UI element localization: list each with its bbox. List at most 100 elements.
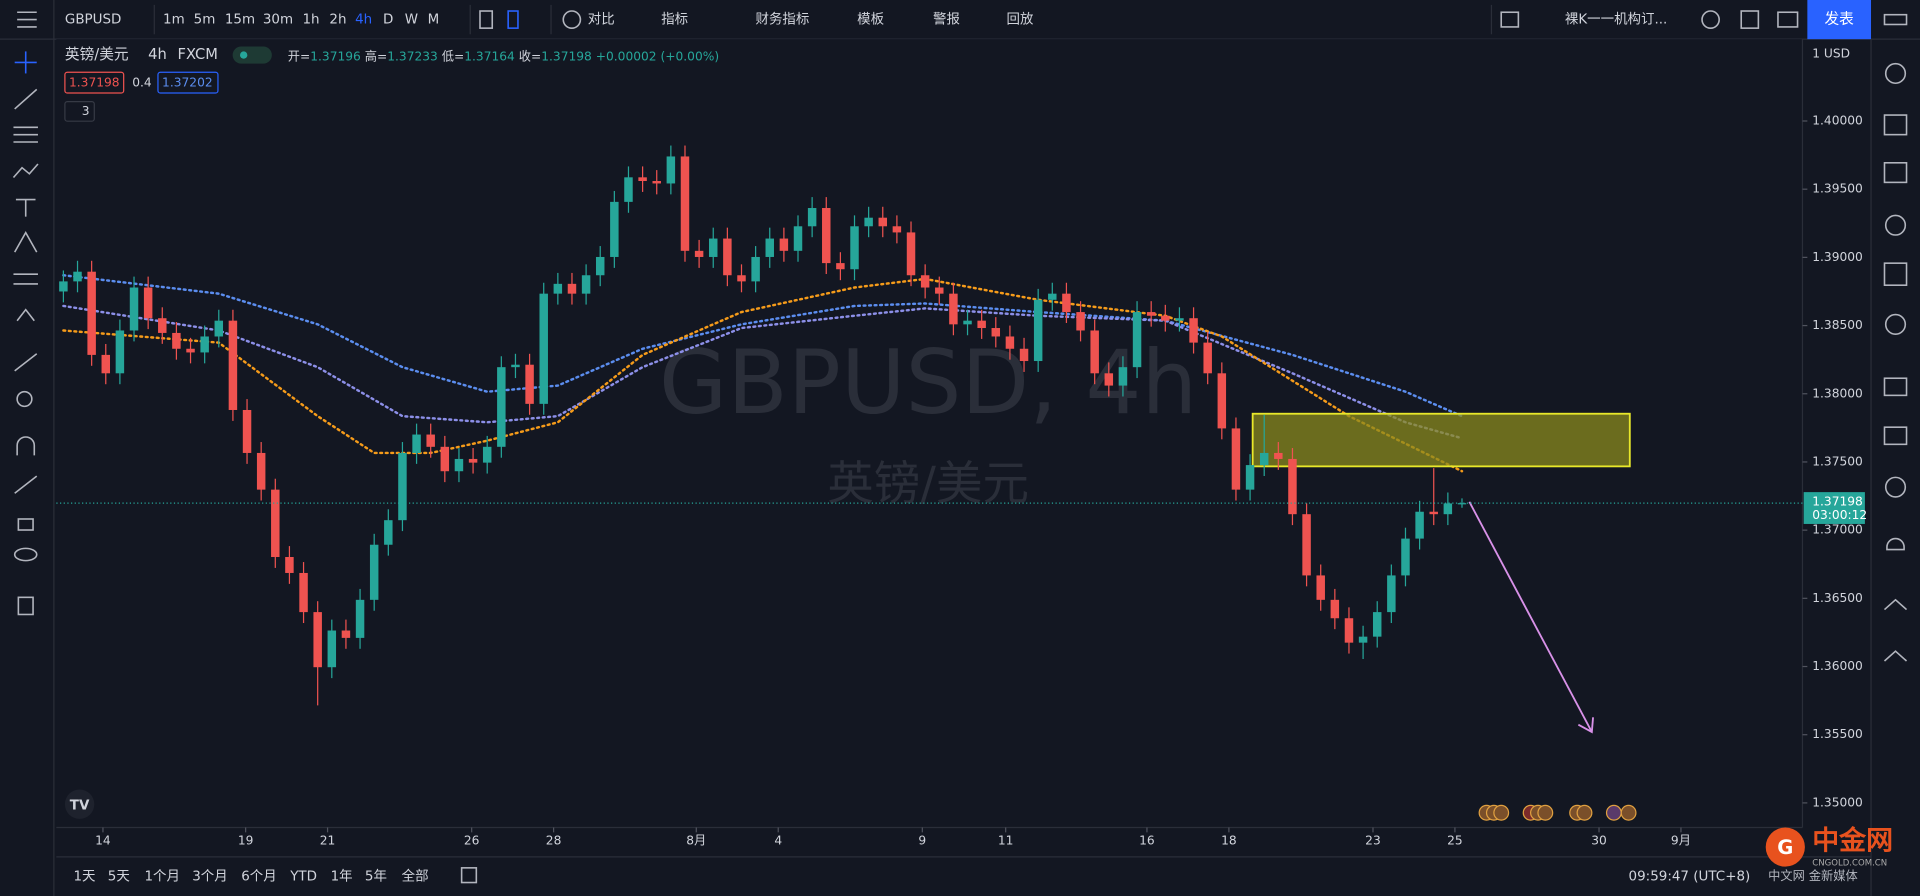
layout-icon[interactable] xyxy=(1500,11,1520,28)
tool-button[interactable]: 回放 xyxy=(1007,12,1034,28)
ohlc-label: 开= xyxy=(288,49,311,63)
interval-button[interactable]: 4h xyxy=(355,13,372,28)
interval-button[interactable]: 1m xyxy=(163,13,185,28)
tool-button[interactable]: 警报 xyxy=(933,12,960,28)
range-button[interactable]: 1个月 xyxy=(144,868,179,884)
ohlc-label: 高= xyxy=(365,48,388,63)
candle-body xyxy=(1344,618,1354,643)
menu-icon[interactable] xyxy=(17,11,37,28)
last-price-label: 1.37198 xyxy=(1812,494,1863,508)
collapse-button[interactable] xyxy=(64,100,95,122)
symbol[interactable]: GBPUSD xyxy=(65,13,122,28)
range-group: 1天 5天 1个月 3个月 6个月 YTD 1年 5年 全部 xyxy=(73,867,428,884)
interval-button[interactable]: D xyxy=(383,13,393,28)
tool-button[interactable]: 模板 xyxy=(857,12,884,28)
tool-button[interactable]: 指标 xyxy=(661,12,688,28)
candle-body xyxy=(1048,293,1057,300)
chart-style-icons[interactable] xyxy=(479,10,519,29)
spread: 0.4 xyxy=(132,76,152,90)
range-button[interactable]: YTD xyxy=(289,869,317,884)
snapshot-icon[interactable] xyxy=(1777,11,1799,28)
publish-button[interactable] xyxy=(1807,0,1872,40)
collapse-count[interactable]: 3 xyxy=(82,104,90,118)
candle-body xyxy=(822,208,831,264)
candle-body xyxy=(949,293,958,325)
y-tick-label: 1.37000 xyxy=(1812,523,1863,537)
range-button[interactable]: 3个月 xyxy=(192,868,227,884)
event-flags[interactable] xyxy=(1478,804,1637,821)
x-tick-label: 25 xyxy=(1447,833,1463,847)
brand-name: 中金网 xyxy=(1812,825,1893,857)
candle-body xyxy=(1203,342,1212,374)
axes: 1.40000 1.39500 1.39000 1.38500 1.38000 1.375… xyxy=(56,113,1867,847)
interval-button[interactable]: M xyxy=(428,13,440,28)
candle-body xyxy=(920,275,930,288)
layout-name[interactable]: 裸K一一机构订... xyxy=(1565,12,1667,28)
drawing-tools[interactable] xyxy=(12,51,39,616)
interval-button[interactable]: 5m xyxy=(194,13,216,28)
brand-url: CNGOLD.COM.CN xyxy=(1812,858,1887,868)
compare-icon[interactable] xyxy=(562,10,582,29)
publish-label[interactable]: 发表 xyxy=(1824,11,1854,28)
range-button[interactable]: 全部 xyxy=(402,867,429,884)
interval-button[interactable]: W xyxy=(405,13,418,28)
tv-logo: TV xyxy=(64,789,95,819)
ohlc-value: 1.37233 xyxy=(387,49,438,63)
interval-button[interactable]: 15m xyxy=(225,13,255,28)
range-button[interactable]: 6个月 xyxy=(241,868,276,884)
market-status[interactable] xyxy=(232,46,272,64)
candle-body xyxy=(977,320,986,329)
x-tick-label: 9 xyxy=(918,833,926,847)
candle-body xyxy=(482,446,492,463)
settings-icon[interactable] xyxy=(1701,10,1720,29)
countdown: 03:00:12 xyxy=(1812,508,1867,522)
y-tick-label: 1.35500 xyxy=(1812,727,1863,741)
candle-body xyxy=(313,612,322,668)
candle-body xyxy=(1062,293,1071,313)
range-button[interactable]: 1年 xyxy=(331,868,353,884)
candle-body xyxy=(906,232,916,276)
svg-text:TV: TV xyxy=(70,798,90,813)
candle-body xyxy=(398,452,407,521)
interval-button[interactable]: 30m xyxy=(263,13,293,28)
candle-body xyxy=(1090,330,1099,374)
x-tick-label: 18 xyxy=(1221,833,1237,847)
range-button[interactable]: 5年 xyxy=(365,868,387,884)
candle-body xyxy=(1189,318,1198,343)
trend-arrow[interactable] xyxy=(1468,501,1594,734)
goto-date-icon[interactable] xyxy=(460,867,478,884)
y-tick-label: 1.36000 xyxy=(1812,659,1863,673)
interval-button[interactable]: 1h xyxy=(302,13,319,28)
candle-body xyxy=(723,238,732,276)
candle-body xyxy=(158,318,167,333)
candle-body xyxy=(553,283,563,294)
candle-body xyxy=(1358,636,1368,643)
candle-body xyxy=(242,409,252,453)
tool-button[interactable]: 财务指标 xyxy=(756,12,810,28)
y-tick-label: 1.39500 xyxy=(1812,182,1863,196)
zone-rectangle[interactable] xyxy=(1251,412,1631,468)
bid-box[interactable] xyxy=(64,71,125,94)
currency-label[interactable]: 1 USD xyxy=(1812,46,1850,60)
candle-body xyxy=(1076,312,1085,331)
legend-source: FXCM xyxy=(178,46,218,63)
candle-body xyxy=(1217,373,1227,429)
interval-button[interactable]: 2h xyxy=(329,13,346,28)
candle-body xyxy=(200,336,209,353)
ask-box[interactable] xyxy=(157,71,219,94)
range-button[interactable]: 5天 xyxy=(108,869,130,884)
moving-average xyxy=(62,274,1464,418)
candle-body xyxy=(412,434,421,453)
ohlc-value: 1.37164 xyxy=(464,49,515,63)
right-sidebar-icons[interactable] xyxy=(1883,13,1908,662)
candle-body xyxy=(567,283,577,294)
candle-body xyxy=(892,226,902,233)
tool-button[interactable]: 对比 xyxy=(588,12,615,28)
moving-averages xyxy=(62,274,1464,473)
candle-body xyxy=(581,275,591,294)
ohlc-label: 低= xyxy=(442,49,465,63)
fullscreen-icon[interactable] xyxy=(1740,10,1760,29)
range-button[interactable]: 1天 xyxy=(73,869,95,884)
candle-body xyxy=(737,275,746,282)
